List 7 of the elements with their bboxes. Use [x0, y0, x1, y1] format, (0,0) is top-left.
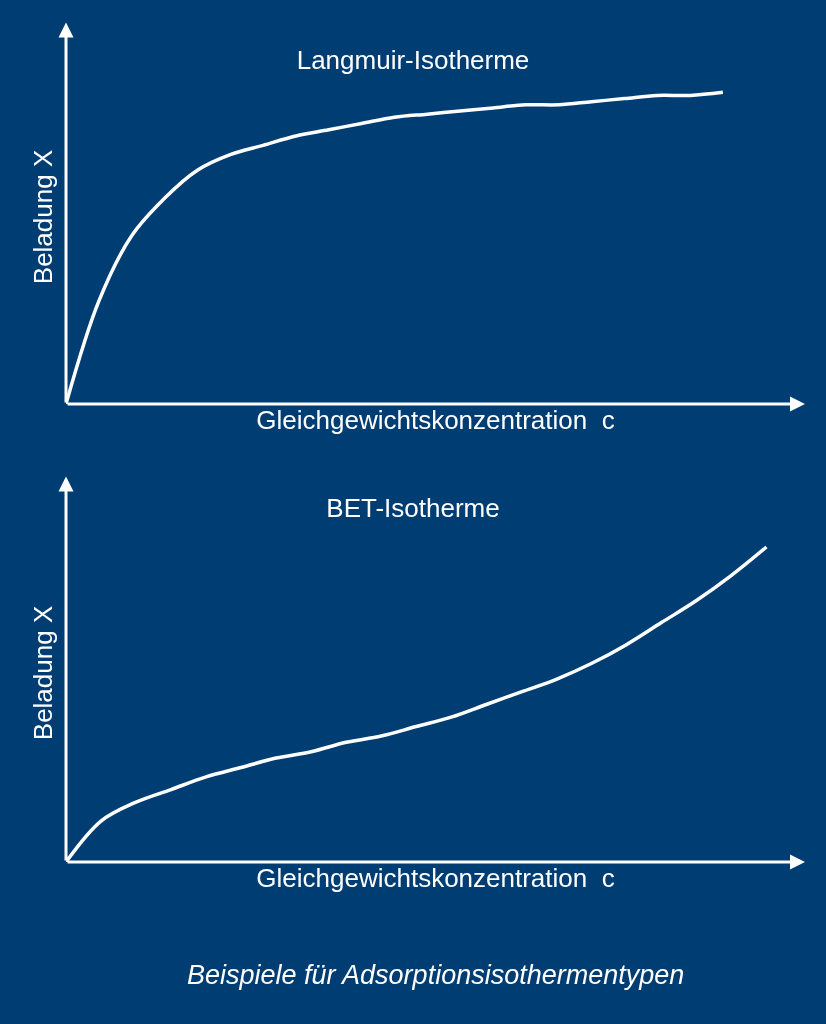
text: Beispiele für Adsorptionsisothermentypen: [187, 960, 685, 990]
y-axis-title: Beladung X: [28, 149, 59, 285]
x-axis-title: Gleichgewichtskonzentration c: [256, 862, 615, 893]
chart-title: Langmuir-Isotherme: [296, 45, 530, 76]
x-axis-title: Gleichgewichtskonzentration c: [256, 404, 615, 435]
chart-title: BET-Isotherme: [326, 493, 500, 524]
y-axis-title: Beladung X: [28, 605, 59, 741]
